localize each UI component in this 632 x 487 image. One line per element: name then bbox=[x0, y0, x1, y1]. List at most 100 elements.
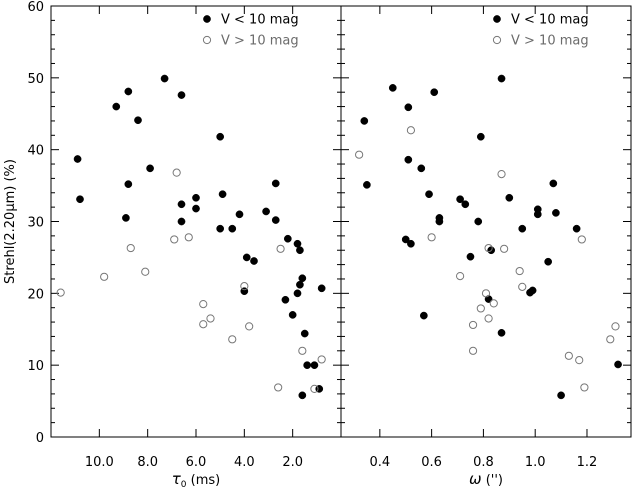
point-v-lt-10 bbox=[228, 224, 237, 233]
point-v-gt-10 bbox=[427, 233, 436, 242]
legends: V < 10 mag V > 10 mag V < 10 mag V > 10 mag bbox=[202, 13, 589, 49]
point-v-lt-10 bbox=[112, 102, 121, 111]
y-tick-label: 60 bbox=[27, 0, 44, 15]
point-v-lt-10 bbox=[298, 274, 307, 283]
point-v-gt-10 bbox=[456, 271, 465, 281]
legend-label: V > 10 mag bbox=[221, 34, 299, 49]
point-v-gt-10 bbox=[518, 282, 527, 291]
point-v-lt-10 bbox=[235, 210, 244, 219]
point-v-lt-10 bbox=[401, 235, 410, 244]
point-v-gt-10 bbox=[141, 267, 150, 276]
point-v-lt-10 bbox=[435, 217, 444, 226]
point-v-lt-10 bbox=[466, 252, 475, 261]
point-v-gt-10 bbox=[564, 351, 573, 360]
point-v-lt-10 bbox=[476, 132, 485, 141]
point-v-lt-10 bbox=[425, 190, 433, 199]
x-tick-label: 1.2 bbox=[577, 455, 598, 470]
point-v-lt-10 bbox=[407, 239, 415, 248]
point-v-lt-10 bbox=[298, 391, 307, 400]
y-tick-label: 50 bbox=[27, 72, 44, 87]
point-v-gt-10 bbox=[580, 383, 589, 392]
point-v-lt-10 bbox=[192, 193, 200, 202]
point-v-gt-10 bbox=[489, 299, 498, 308]
axis-labels: τ0 (ms) ω ('') Strehl(2.20μm) (%) bbox=[3, 159, 503, 487]
point-v-lt-10 bbox=[124, 87, 133, 96]
x-tick-label: 1.0 bbox=[525, 455, 546, 470]
point-v-lt-10 bbox=[177, 217, 186, 226]
point-v-gt-10 bbox=[172, 168, 181, 177]
point-v-gt-10 bbox=[170, 235, 179, 244]
legend-marker-filled bbox=[493, 15, 501, 23]
x-tick-label: 0.4 bbox=[369, 455, 390, 470]
point-v-lt-10 bbox=[552, 209, 560, 217]
point-v-lt-10 bbox=[505, 193, 514, 202]
legend-marker-open bbox=[492, 35, 502, 45]
point-v-gt-10 bbox=[611, 322, 620, 331]
point-v-gt-10 bbox=[199, 300, 208, 309]
point-v-lt-10 bbox=[216, 132, 225, 141]
point-v-gt-10 bbox=[317, 355, 326, 364]
point-v-lt-10 bbox=[160, 74, 169, 83]
point-v-gt-10 bbox=[184, 233, 193, 242]
point-v-gt-10 bbox=[245, 322, 254, 331]
point-v-lt-10 bbox=[177, 91, 186, 99]
y-tick-label: 10 bbox=[27, 359, 44, 374]
point-v-gt-10 bbox=[515, 266, 524, 276]
point-v-lt-10 bbox=[73, 155, 82, 163]
point-v-lt-10 bbox=[271, 179, 280, 188]
point-v-gt-10 bbox=[484, 314, 493, 323]
point-v-lt-10 bbox=[281, 295, 290, 304]
x-tick-label: 4.0 bbox=[234, 455, 255, 470]
point-v-lt-10 bbox=[430, 88, 439, 97]
x-tick-label: 6.0 bbox=[186, 455, 207, 470]
point-v-lt-10 bbox=[293, 239, 302, 248]
point-v-lt-10 bbox=[310, 361, 319, 370]
point-v-lt-10 bbox=[303, 361, 312, 370]
point-v-gt-10 bbox=[481, 289, 491, 298]
point-v-lt-10 bbox=[456, 195, 464, 204]
point-v-lt-10 bbox=[283, 234, 292, 243]
point-v-gt-10 bbox=[228, 335, 237, 344]
axis-ticks bbox=[51, 5, 631, 438]
legend-label: V < 10 mag bbox=[511, 13, 589, 28]
point-v-lt-10 bbox=[544, 257, 552, 266]
point-v-lt-10 bbox=[497, 328, 506, 337]
legend-label: V < 10 mag bbox=[221, 13, 299, 28]
point-v-lt-10 bbox=[218, 190, 227, 199]
x-tick-label: 2.0 bbox=[282, 455, 303, 470]
point-v-gt-10 bbox=[274, 383, 283, 392]
point-v-lt-10 bbox=[192, 204, 200, 213]
point-v-gt-10 bbox=[206, 314, 215, 323]
point-v-lt-10 bbox=[216, 224, 225, 233]
point-v-lt-10 bbox=[572, 224, 581, 233]
point-v-gt-10 bbox=[240, 282, 249, 291]
x-tick-label: 0.8 bbox=[473, 455, 494, 470]
point-v-lt-10 bbox=[549, 179, 558, 188]
y-tick-label: 0 bbox=[36, 431, 44, 446]
point-v-lt-10 bbox=[528, 286, 537, 295]
point-v-lt-10 bbox=[404, 103, 413, 112]
point-v-lt-10 bbox=[134, 116, 142, 125]
point-v-gt-10 bbox=[406, 126, 416, 135]
point-v-lt-10 bbox=[404, 155, 413, 164]
point-v-lt-10 bbox=[146, 164, 154, 173]
point-v-lt-10 bbox=[122, 214, 130, 222]
point-v-lt-10 bbox=[250, 257, 258, 265]
point-v-gt-10 bbox=[575, 356, 584, 365]
point-v-lt-10 bbox=[317, 284, 326, 293]
legend-label: V > 10 mag bbox=[511, 34, 589, 49]
point-v-gt-10 bbox=[468, 320, 478, 330]
point-v-gt-10 bbox=[298, 346, 307, 355]
point-v-gt-10 bbox=[497, 169, 506, 179]
point-v-lt-10 bbox=[388, 84, 397, 92]
point-v-lt-10 bbox=[296, 280, 304, 289]
y-axis-label: Strehl(2.20μm) (%) bbox=[3, 159, 18, 284]
point-v-gt-10 bbox=[199, 320, 208, 329]
point-v-lt-10 bbox=[242, 253, 251, 262]
point-v-lt-10 bbox=[300, 329, 309, 338]
x-tick-label: 10.0 bbox=[85, 455, 114, 470]
point-v-lt-10 bbox=[363, 181, 371, 189]
x-tick-label: 0.6 bbox=[421, 455, 442, 470]
point-v-lt-10 bbox=[288, 311, 297, 319]
